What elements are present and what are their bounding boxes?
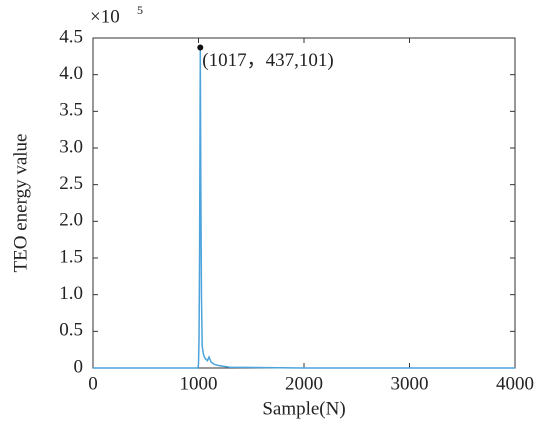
plot-frame [92, 37, 516, 369]
y-multiplier-base: ×10 [90, 6, 120, 27]
series-line [93, 47, 515, 369]
y-multiplier-exponent: 5 [137, 3, 143, 17]
peak-marker [197, 44, 204, 51]
y-tick-label: 3.0 [59, 136, 83, 157]
x-tick-label: 2000 [285, 373, 323, 394]
y-tick-label: 3.5 [59, 100, 83, 121]
y-tick-label: 0 [74, 356, 84, 377]
x-tick-label: 3000 [391, 373, 429, 394]
y-tick-label: 4.5 [59, 26, 83, 47]
y-tick-label: 1.5 [59, 246, 83, 267]
y-tick-label: 2.5 [59, 173, 83, 194]
x-tick-label: 4000 [496, 373, 534, 394]
x-axis-label: Sample(N) [262, 398, 345, 419]
peak-annotation: (1017，437,101) [202, 50, 333, 71]
x-tick-label: 1000 [180, 373, 218, 394]
y-axis-label: TEO energy value [10, 134, 31, 273]
y-tick-label: 4.0 [59, 63, 83, 84]
x-tick-label: 0 [88, 373, 98, 394]
y-tick-label: 0.5 [59, 320, 83, 341]
y-tick-label: 2.0 [59, 210, 83, 231]
y-tick-label: 1.0 [59, 283, 83, 304]
